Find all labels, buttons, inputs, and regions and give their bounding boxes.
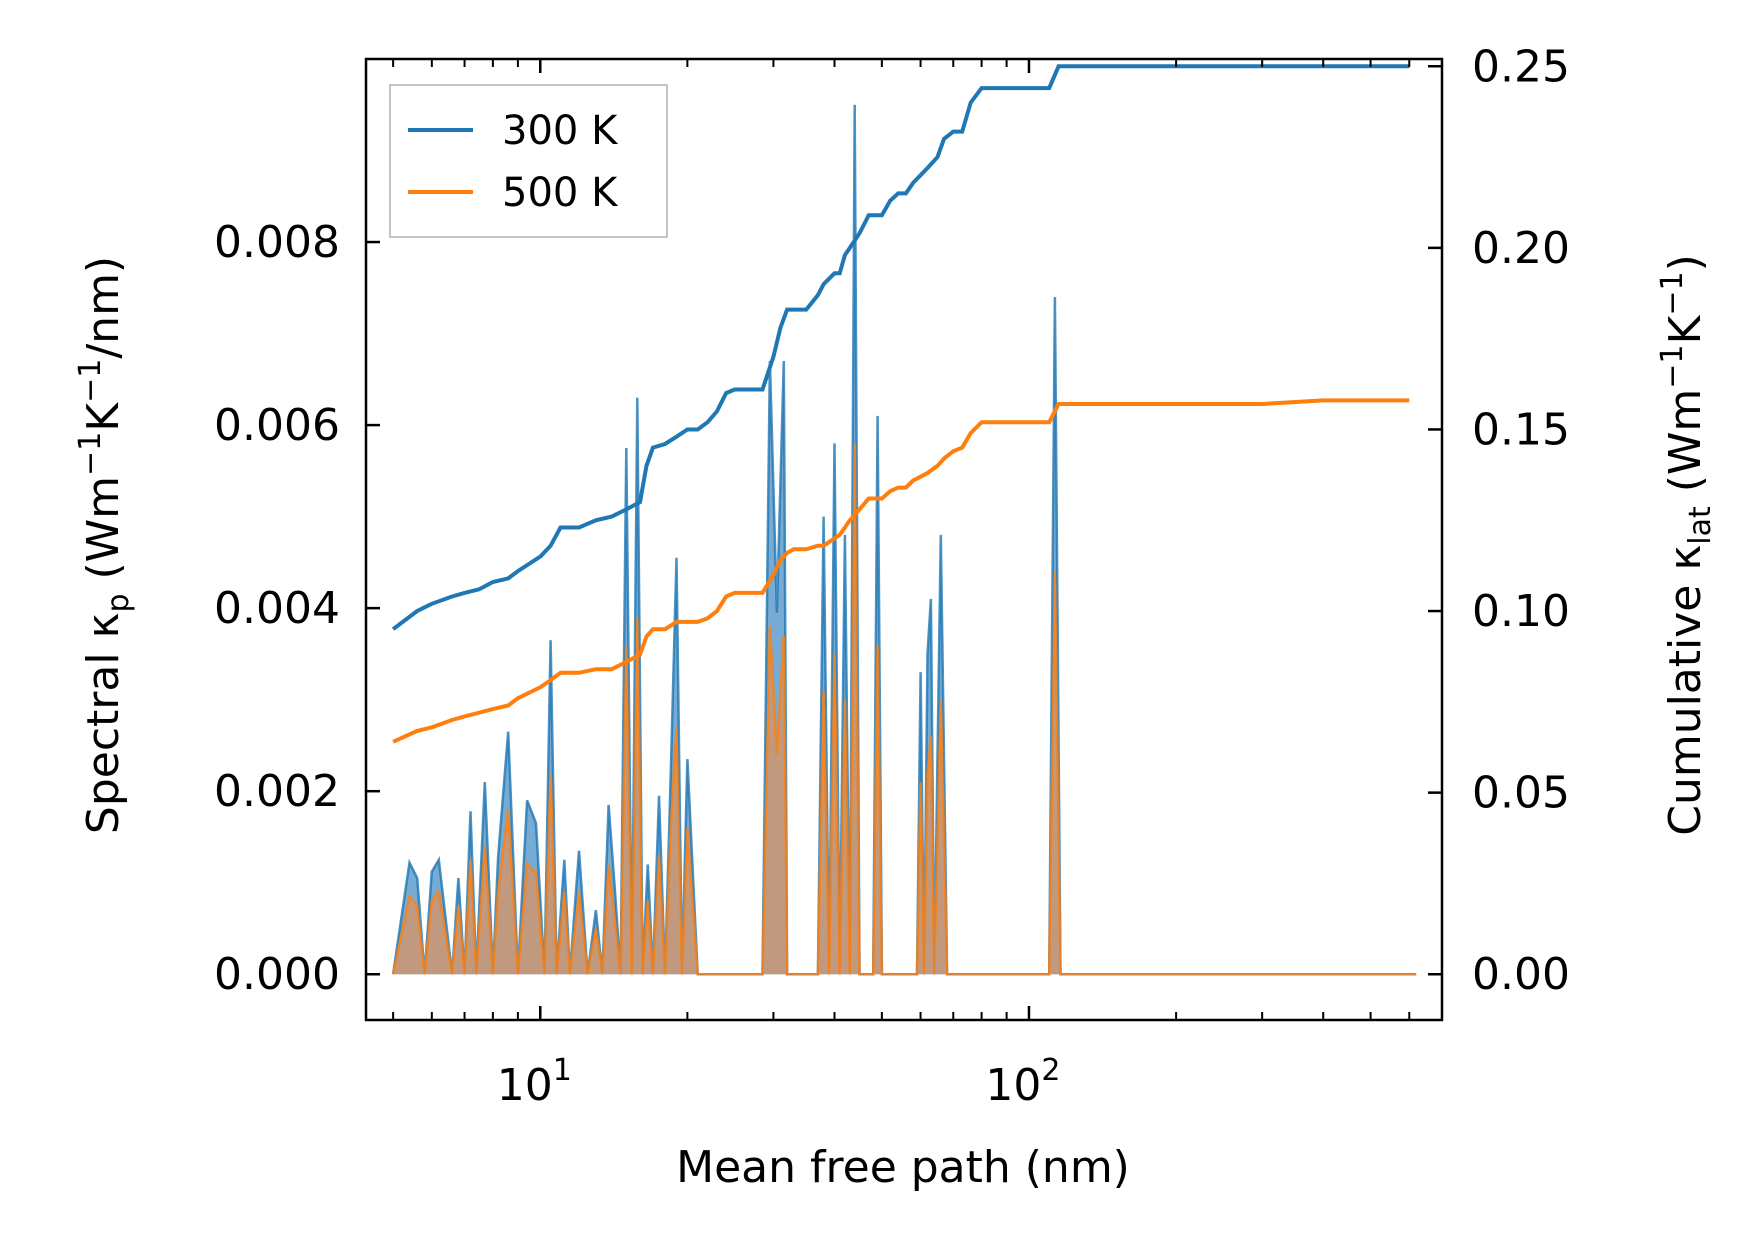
y-right-title-sup2: −1: [1655, 271, 1690, 315]
cumulative-line-500k: [392, 398, 1410, 744]
x-tick-label-exp: 2: [1041, 1053, 1060, 1088]
legend: 300 K 500 K: [389, 84, 668, 238]
y-left-tick-label: 0.000: [214, 949, 340, 1000]
x-tick-label-base: 10: [497, 1060, 553, 1111]
cumulative-line-300k: [391, 64, 1410, 631]
y-left-tick-label: 0.004: [214, 583, 340, 634]
legend-box: [389, 84, 668, 238]
y-right-title-units-pre: (Wm: [1660, 389, 1711, 507]
y-right-tick-label: 0.20: [1472, 223, 1570, 274]
y-left-title-sup1: −1: [73, 432, 108, 476]
y-left-title-prefix: Spectral κ: [78, 613, 129, 835]
y-right-title-units-post: ): [1660, 254, 1711, 271]
x-tick-label: 101: [497, 1053, 572, 1111]
y-left-tick-label: 0.008: [214, 217, 340, 268]
x-tick-label: 102: [985, 1053, 1060, 1111]
plot-frame: [364, 57, 1444, 1022]
y-right-title-prefix: Cumulative κ: [1660, 545, 1711, 836]
y-left-title-mid: K: [78, 402, 129, 432]
x-axis-title: Mean free path (nm): [676, 1142, 1130, 1193]
y-left-title-sub: p: [101, 593, 136, 612]
y-axis-right-title: Cumulative κlat (Wm−1K−1): [1655, 254, 1718, 836]
y-left-title-units-post: /nm): [78, 256, 129, 359]
y-left-title-sup2: −1: [73, 359, 108, 403]
y-right-title-sub: lat: [1683, 506, 1718, 545]
y-left-tick-label: 0.006: [214, 400, 340, 451]
tick-labels: 0.000 0.002 0.004 0.006 0.008 0.00 0.05 0.10 0.1…: [214, 41, 1570, 1111]
y-right-tick-label: 0.00: [1472, 949, 1570, 1000]
spectral-line-500k: [391, 443, 1417, 976]
legend-label-300k: 300 K: [502, 108, 619, 154]
y-right-tick-label: 0.05: [1472, 768, 1570, 819]
y-left-title-units-pre: (Wm: [78, 476, 129, 594]
axis-ticks: [366, 59, 1443, 1020]
y-left-tick-label: 0.002: [214, 766, 340, 817]
y-axis-left-title: Spectral κp (Wm−1K−1/nm): [73, 256, 136, 834]
x-tick-label-exp: 1: [553, 1053, 572, 1088]
y-right-title-mid: K: [1660, 314, 1711, 344]
plot-area: [391, 64, 1417, 976]
y-right-tick-label: 0.25: [1472, 41, 1570, 92]
y-right-tick-label: 0.15: [1472, 404, 1570, 455]
y-right-tick-label: 0.10: [1472, 586, 1570, 637]
legend-label-500k: 500 K: [502, 170, 619, 216]
y-right-title-sup1: −1: [1655, 344, 1690, 388]
x-tick-label-base: 10: [985, 1060, 1041, 1111]
